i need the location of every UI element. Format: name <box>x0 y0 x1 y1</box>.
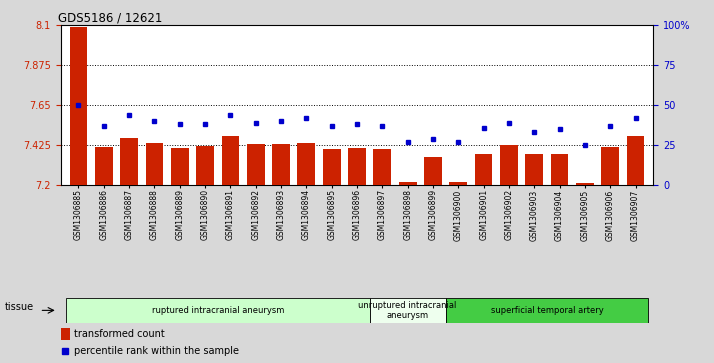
Bar <box>323 149 341 185</box>
Bar <box>348 148 366 185</box>
Bar <box>526 154 543 185</box>
Bar <box>370 298 446 323</box>
Bar <box>500 145 518 185</box>
Bar <box>247 144 265 185</box>
Bar <box>446 298 648 323</box>
Text: percentile rank within the sample: percentile rank within the sample <box>74 346 238 356</box>
Bar <box>146 143 164 185</box>
Text: unruptured intracranial
aneurysm: unruptured intracranial aneurysm <box>358 301 457 320</box>
Bar <box>373 149 391 185</box>
Text: transformed count: transformed count <box>74 329 164 339</box>
Bar <box>95 147 113 185</box>
Bar <box>576 183 594 185</box>
Bar <box>601 147 619 185</box>
Bar <box>196 146 214 185</box>
Bar <box>272 144 290 185</box>
Bar <box>424 157 442 185</box>
Bar <box>627 136 645 185</box>
Bar <box>120 138 138 185</box>
Bar <box>475 154 493 185</box>
Bar <box>66 298 370 323</box>
Bar <box>449 182 467 185</box>
Bar <box>221 136 239 185</box>
Bar <box>69 27 87 185</box>
Text: ruptured intracranial aneurysm: ruptured intracranial aneurysm <box>151 306 284 315</box>
Bar <box>61 328 69 340</box>
Text: GDS5186 / 12621: GDS5186 / 12621 <box>58 11 162 24</box>
Bar <box>298 143 315 185</box>
Bar <box>171 148 188 185</box>
Bar <box>399 182 416 185</box>
Bar <box>550 154 568 185</box>
Text: superficial temporal artery: superficial temporal artery <box>491 306 603 315</box>
Text: tissue: tissue <box>5 302 34 311</box>
